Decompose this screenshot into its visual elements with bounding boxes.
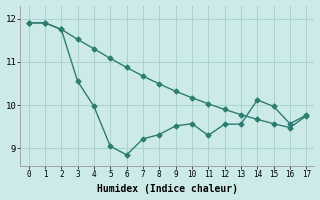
- X-axis label: Humidex (Indice chaleur): Humidex (Indice chaleur): [97, 184, 238, 194]
